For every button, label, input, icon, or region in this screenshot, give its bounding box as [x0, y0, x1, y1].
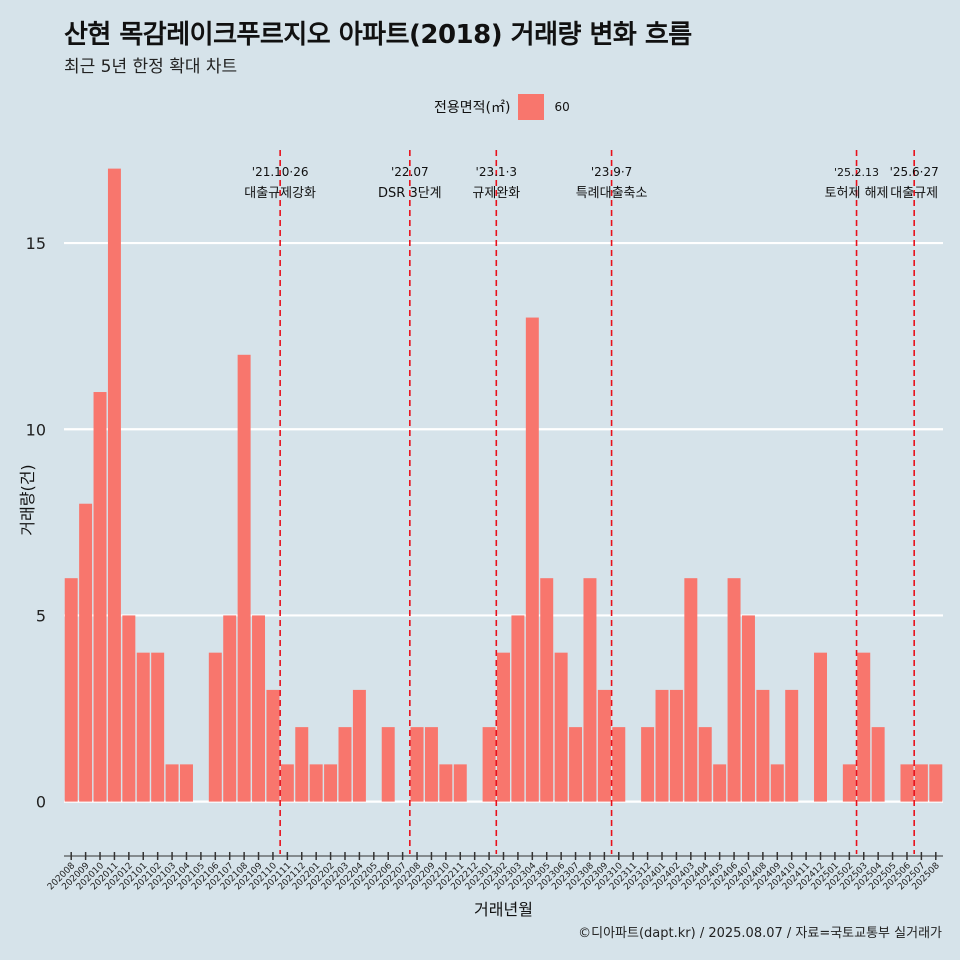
bar	[698, 727, 712, 802]
bar	[179, 764, 193, 802]
bar	[612, 727, 626, 802]
bar	[381, 727, 395, 802]
y-tick-label: 15	[26, 234, 46, 253]
event-date-label: '22.07	[391, 165, 429, 179]
bar	[727, 578, 741, 802]
bar	[756, 689, 770, 802]
bar	[165, 764, 179, 802]
event-label: 규제완화	[472, 186, 520, 201]
bar	[900, 764, 914, 802]
legend-swatch	[518, 94, 545, 120]
bar	[914, 764, 928, 802]
bar	[107, 168, 121, 802]
event-date-label: '23.9·7	[591, 165, 632, 179]
bar	[583, 578, 597, 802]
legend-entry: 60	[554, 100, 570, 114]
bar	[641, 727, 655, 802]
event-date-label: '25.6·27	[890, 165, 939, 179]
bar	[136, 652, 150, 802]
legend-title: 전용면적(㎡)	[434, 100, 511, 116]
event-label: 대출규제	[890, 186, 938, 201]
bar	[122, 615, 136, 802]
bar	[511, 615, 525, 802]
event-label: 토허제 해제	[825, 186, 889, 201]
bar	[410, 727, 424, 802]
y-axis-title: 거래량(건)	[18, 464, 37, 535]
chart-title: 산현 목감레이크푸르지오 아파트(2018) 거래량 변화 흐름	[64, 20, 692, 50]
bar	[684, 578, 698, 802]
bar	[208, 652, 222, 802]
bar	[482, 727, 496, 802]
bar	[151, 652, 165, 802]
bar	[597, 689, 611, 802]
bar	[237, 354, 251, 802]
bar	[439, 764, 453, 802]
source-caption: ©디아파트(dapt.kr) / 2025.08.07 / 자료=국토교통부 실…	[578, 926, 942, 941]
event-date-label: '25.2.13	[834, 166, 879, 179]
bar	[569, 727, 583, 802]
bar	[770, 764, 784, 802]
y-tick-label: 0	[36, 793, 46, 812]
bar	[785, 689, 799, 802]
bar	[93, 392, 107, 802]
x-axis-title: 거래년월	[474, 900, 533, 919]
bar	[453, 764, 467, 802]
event-label: 특례대출축소	[576, 186, 648, 201]
bar	[669, 689, 683, 802]
bar	[424, 727, 438, 802]
bar	[79, 503, 93, 802]
y-tick-label: 10	[26, 420, 46, 439]
event-label: DSR 3단계	[378, 186, 442, 201]
bar	[295, 727, 309, 802]
y-tick-label: 5	[36, 606, 46, 625]
event-label: 대출규제강화	[244, 186, 316, 201]
bar	[266, 689, 280, 802]
event-date-label: '23.1·3	[476, 165, 517, 179]
bar	[280, 764, 294, 802]
bar	[871, 727, 885, 802]
bar	[252, 615, 266, 802]
bar	[64, 578, 78, 802]
bar	[857, 652, 871, 802]
bar	[525, 317, 539, 802]
bar	[814, 652, 828, 802]
bar	[655, 689, 669, 802]
bar	[338, 727, 352, 802]
bar	[741, 615, 755, 802]
bar	[540, 578, 554, 802]
bar	[713, 764, 727, 802]
bar	[929, 764, 943, 802]
bar	[554, 652, 568, 802]
event-date-label: '21.10·26	[252, 165, 309, 179]
bar	[223, 615, 237, 802]
chart-subtitle: 최근 5년 한정 확대 차트	[64, 57, 238, 77]
bar	[309, 764, 323, 802]
bar	[497, 652, 510, 802]
legend: 전용면적(㎡) 60	[434, 94, 570, 120]
bar	[324, 764, 338, 802]
bar	[352, 689, 366, 802]
bar	[842, 764, 856, 802]
